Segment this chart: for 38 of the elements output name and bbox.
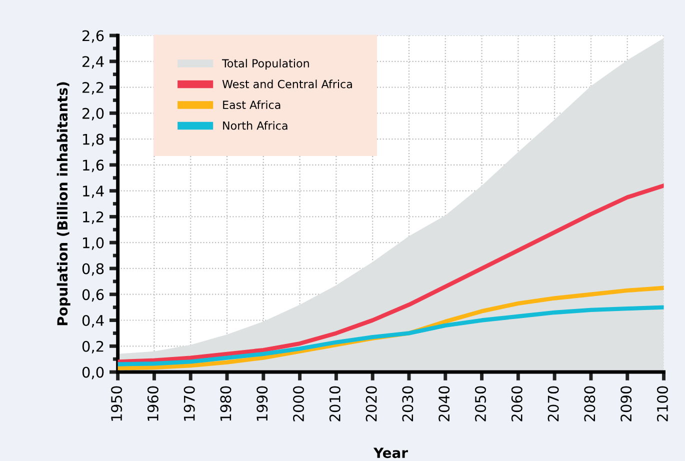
y-tick-label: 2,6 [82, 30, 104, 43]
y-tick-label: 0,8 [82, 263, 104, 276]
y-tick-label: 2,2 [82, 82, 104, 95]
y-tick-label: 1,2 [83, 211, 104, 224]
line-series [118, 305, 664, 366]
x-tick-label: 2100 [656, 386, 668, 422]
x-tick-label: 2090 [620, 386, 632, 422]
x-tick-label: 2080 [584, 386, 596, 422]
x-tick-label: 1950 [111, 386, 122, 421]
y-axis-title: Population (Billion inhabitants) [56, 82, 70, 326]
x-tick-label: 2040 [438, 386, 450, 422]
x-tick-label: 2030 [402, 386, 414, 422]
y-tick-label: 0,0 [82, 366, 104, 380]
y-tick-label: 2,4 [82, 56, 104, 69]
x-tick-label: 1980 [220, 386, 232, 421]
legend-label: Total Population [222, 58, 309, 70]
line-series [118, 184, 664, 364]
x-tick-label: 2000 [293, 386, 304, 422]
y-tick-label: 0,2 [82, 340, 104, 354]
legend-label: East Africa [223, 100, 280, 110]
x-axis-title: Year [373, 448, 408, 458]
y-tick-label: 1,4 [83, 186, 104, 198]
y-tick-label: 1,8 [83, 134, 104, 146]
x-tick-label: 2010 [329, 386, 340, 422]
x-tick-label: 2070 [548, 386, 559, 422]
x-tick-label: 2020 [366, 386, 377, 422]
x-tick-label: 1960 [147, 386, 158, 421]
x-tick-label: 2050 [474, 386, 486, 422]
legend-label: West and Central Africa [222, 80, 352, 88]
y-tick-label: 1,0 [83, 237, 104, 250]
y-tick-label: 0,4 [82, 314, 104, 328]
y-tick-label: 2,0 [82, 108, 104, 120]
x-tick-label: 2060 [511, 386, 522, 422]
legend-label: North Africa [223, 121, 288, 130]
x-tick-label: 1990 [256, 386, 268, 421]
x-tick-label: 1970 [184, 386, 195, 421]
y-tick-label: 1,6 [83, 160, 104, 172]
y-tick-label: 0,6 [82, 289, 104, 302]
